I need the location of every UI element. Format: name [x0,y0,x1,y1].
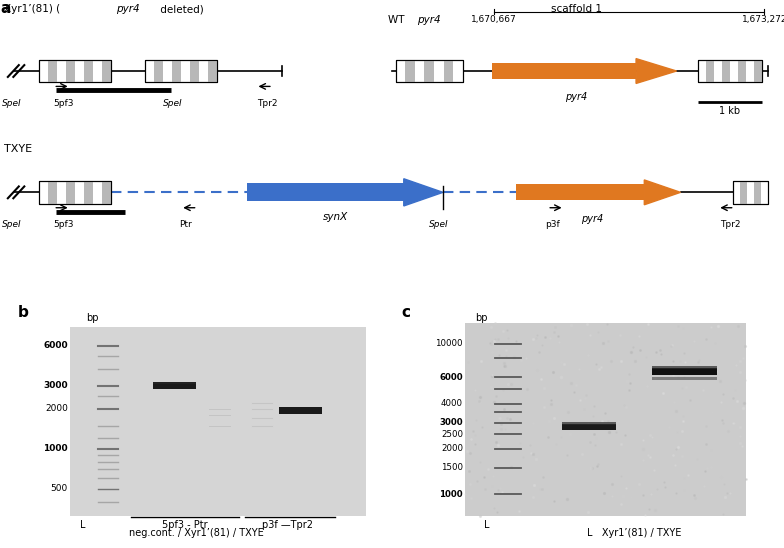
Bar [698,60,762,82]
Polygon shape [644,180,681,205]
Text: SpeI: SpeI [2,220,22,229]
Bar [103,181,111,204]
Text: 5pf3: 5pf3 [53,220,74,229]
Bar [103,60,111,82]
Bar [738,60,746,82]
Text: 1500: 1500 [441,463,463,472]
Bar [191,60,199,82]
Text: 2000: 2000 [45,404,68,413]
Bar [652,377,717,380]
Text: Tpr2: Tpr2 [720,220,740,229]
Text: synX: synX [323,212,348,221]
Bar [39,181,111,204]
Text: 1 kb: 1 kb [720,106,740,116]
Text: L: L [484,520,489,530]
Bar [733,181,768,204]
Bar [154,60,163,82]
Bar [754,181,761,204]
Bar [85,60,93,82]
Bar [405,60,415,82]
Text: Xyr1’(81) (: Xyr1’(81) ( [4,4,60,14]
Text: pyr4: pyr4 [417,15,441,25]
Polygon shape [404,179,443,206]
Text: Tpr2: Tpr2 [257,99,278,108]
Text: 3000: 3000 [439,418,463,427]
Bar [39,60,111,82]
Text: b: b [17,305,28,320]
Bar [396,60,463,82]
Text: TXYE: TXYE [4,144,32,153]
Bar [70,327,365,516]
Bar [706,60,713,82]
Text: pyr4: pyr4 [581,214,603,224]
Bar [66,60,75,82]
Bar [733,181,768,204]
Bar [396,60,463,82]
Bar [516,184,644,201]
Text: 1,670,667: 1,670,667 [471,15,517,24]
Bar [492,63,636,79]
Text: L: L [80,520,85,530]
Text: L   Xyr1’(81) / TXYE: L Xyr1’(81) / TXYE [587,528,681,538]
Text: Ptr: Ptr [179,220,191,229]
Text: SpeI: SpeI [429,220,449,229]
Bar [652,366,717,369]
Bar [444,60,453,82]
Text: p3f: p3f [545,220,560,229]
Polygon shape [636,59,677,83]
Bar [39,60,111,82]
Bar [562,422,616,425]
Bar [562,424,616,430]
Text: 1,673,272: 1,673,272 [742,15,784,24]
Bar [85,181,93,204]
Bar [740,181,747,204]
Text: pyr4: pyr4 [565,92,587,102]
Text: a: a [1,2,11,16]
Bar [424,60,434,82]
Text: p3f —Tpr2: p3f —Tpr2 [263,520,314,530]
Bar [66,181,75,204]
Text: 6000: 6000 [439,373,463,382]
Text: 3000: 3000 [43,381,68,390]
Text: 5pf3: 5pf3 [53,99,74,108]
Text: 6000: 6000 [43,341,68,350]
Bar [722,60,730,82]
Text: c: c [401,305,411,320]
Text: neg.cont. / Xyr1’(81) / TXYE: neg.cont. / Xyr1’(81) / TXYE [129,528,263,538]
Bar [153,382,196,384]
Bar [145,60,217,82]
Bar [465,323,746,516]
Text: 2000: 2000 [441,444,463,453]
Bar [247,184,404,201]
Text: SpeI: SpeI [163,99,183,108]
Text: 5pf3 - Ptr: 5pf3 - Ptr [162,520,208,530]
Text: scaffold 1: scaffold 1 [550,3,602,14]
Bar [652,368,717,375]
Text: 4000: 4000 [441,399,463,408]
Text: 1000: 1000 [43,444,68,453]
Text: WT: WT [388,15,408,25]
Text: SpeI: SpeI [2,99,22,108]
Text: 2500: 2500 [441,430,463,439]
Text: bp: bp [476,313,488,323]
Bar [49,60,57,82]
Text: 1000: 1000 [439,490,463,499]
Bar [39,181,111,204]
Bar [153,382,196,389]
Bar [145,60,217,82]
Text: bp: bp [86,313,99,323]
Bar [209,60,217,82]
Bar [49,181,57,204]
Bar [279,407,322,414]
Text: 10000: 10000 [435,339,463,349]
Bar [754,60,762,82]
Bar [172,60,181,82]
Text: 500: 500 [51,484,68,493]
Text: pyr4: pyr4 [116,4,140,14]
Text: deleted): deleted) [157,4,204,14]
Bar [698,60,762,82]
